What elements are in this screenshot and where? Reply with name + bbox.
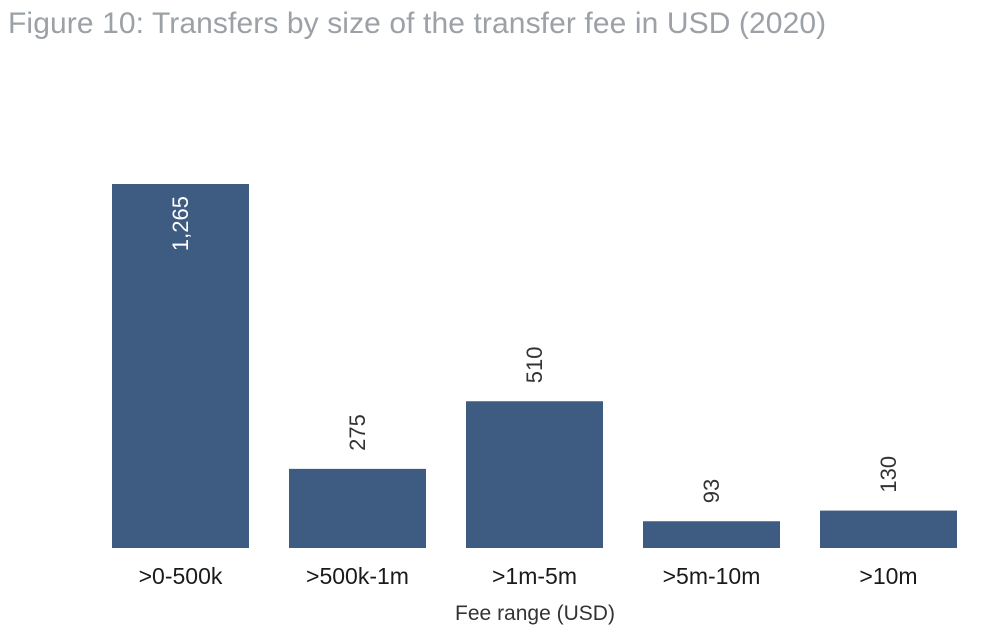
bar-0 <box>112 184 249 548</box>
bars-group <box>112 184 957 548</box>
x-tick-label-0: >0-500k <box>139 563 223 589</box>
data-labels-group: 1,265 275 510 93 130 <box>168 196 901 503</box>
x-axis-title: Fee range (USD) <box>455 602 615 625</box>
bar-4 <box>820 510 957 548</box>
bar-value-label-0: 1,265 <box>168 196 193 251</box>
bar-value-label-1: 275 <box>345 414 370 451</box>
bar-3 <box>643 521 780 548</box>
bar-value-label-2: 510 <box>522 347 547 384</box>
bar-1 <box>289 468 426 548</box>
x-tick-label-4: >10m <box>859 563 917 589</box>
x-tick-label-2: >1m-5m <box>492 563 577 589</box>
bar-value-label-4: 130 <box>876 456 901 493</box>
x-tick-label-1: >500k-1m <box>306 563 409 589</box>
bar-value-label-3: 93 <box>699 479 724 503</box>
bar-2 <box>466 401 603 548</box>
x-tick-label-3: >5m-10m <box>663 563 761 589</box>
x-tick-labels-group: >0-500k >500k-1m >1m-5m >5m-10m >10m <box>139 563 918 589</box>
chart-title: Figure 10: Transfers by size of the tran… <box>8 7 827 40</box>
